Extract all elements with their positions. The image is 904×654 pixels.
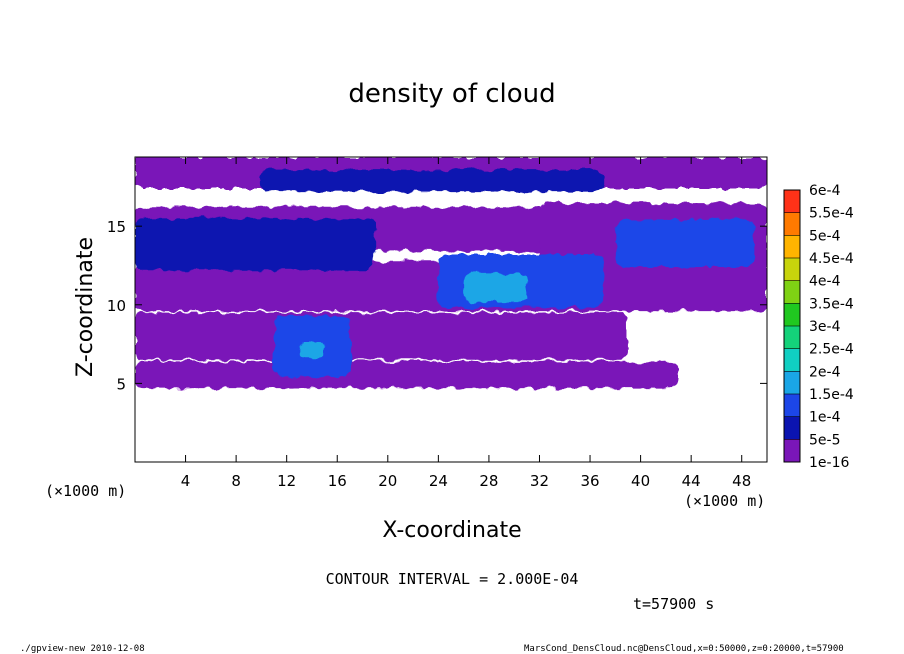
contour-region — [135, 218, 376, 271]
colorbar-swatch — [784, 190, 800, 213]
footer-right: MarsCond_DensCloud.nc@DensCloud,x=0:5000… — [524, 644, 844, 654]
colorbar-swatch — [784, 212, 800, 236]
x-tick-label: 20 — [378, 472, 397, 490]
y-tick-label: 10 — [107, 297, 126, 315]
x-tick-label: 4 — [181, 472, 191, 490]
colorbar-swatch — [784, 394, 800, 417]
x-unit-right: (×1000 m) — [684, 492, 765, 510]
footer-left: ./gpview-new 2010-12-08 — [20, 644, 145, 654]
contour-region — [135, 361, 679, 389]
x-tick-label: 40 — [631, 472, 650, 490]
x-axis: 4 8 12 16 20 24 28 32 36 40 44 48 — [181, 157, 751, 490]
colorbar-swatch — [784, 371, 800, 394]
contour-region — [135, 312, 628, 360]
colorbar-label: 5e-4 — [809, 228, 841, 244]
colorbar-label: 2e-4 — [809, 364, 841, 380]
colorbar-label: 3e-4 — [809, 319, 841, 335]
colorbar-swatch — [784, 439, 800, 462]
colorbar-swatch — [784, 326, 800, 349]
colorbar-label: 6e-4 — [809, 183, 841, 199]
plot-frame — [134, 156, 768, 463]
colorbar-swatch — [784, 280, 800, 304]
contour-fill — [135, 157, 767, 389]
x-tick-label: 24 — [429, 472, 448, 490]
colorbar-swatch — [784, 348, 800, 372]
chart-title: density of cloud — [348, 79, 555, 109]
x-tick-label: 44 — [682, 472, 701, 490]
colorbar: 1e-16 5e-5 1e-4 1.5e-4 2e-4 2.5e-4 3e-4 3.5e-4 4… — [783, 183, 854, 471]
colorbar-swatch — [784, 258, 800, 281]
colorbar-label: 3.5e-4 — [809, 296, 854, 312]
time-label: t=57900 s — [633, 595, 714, 613]
contour-region — [463, 273, 527, 302]
contour-region — [299, 342, 325, 359]
colorbar-label: 4e-4 — [809, 274, 841, 290]
y-axis: 5 10 15 — [107, 218, 767, 393]
x-tick-label: 8 — [231, 472, 241, 490]
contour-region — [261, 169, 603, 192]
colorbar-label: 1.5e-4 — [809, 387, 854, 403]
colorbar-label: 1e-4 — [809, 410, 841, 426]
contour-interval: CONTOUR INTERVAL = 2.000E-04 — [326, 570, 579, 588]
x-tick-label: 32 — [530, 472, 549, 490]
colorbar-label: 4.5e-4 — [809, 251, 854, 267]
x-tick-label: 36 — [580, 472, 599, 490]
y-tick-label: 15 — [107, 218, 126, 236]
x-tick-label: 28 — [479, 472, 498, 490]
x-unit-left: (×1000 m) — [45, 482, 126, 500]
contour-region — [615, 219, 755, 268]
colorbar-label: 2.5e-4 — [809, 342, 854, 358]
y-tick-label: 5 — [116, 375, 126, 393]
x-tick-label: 16 — [328, 472, 347, 490]
x-axis-label: X-coordinate — [382, 518, 521, 543]
colorbar-label: 1e-16 — [809, 455, 849, 471]
colorbar-swatch — [784, 416, 800, 440]
colorbar-swatch — [784, 303, 800, 326]
colorbar-label: 5.5e-4 — [809, 206, 854, 222]
colorbar-label: 5e-5 — [809, 432, 840, 448]
colorbar-swatch — [784, 235, 800, 258]
y-axis-label: Z-coordinate — [73, 237, 98, 377]
x-tick-label: 12 — [277, 472, 296, 490]
x-tick-label: 48 — [732, 472, 751, 490]
